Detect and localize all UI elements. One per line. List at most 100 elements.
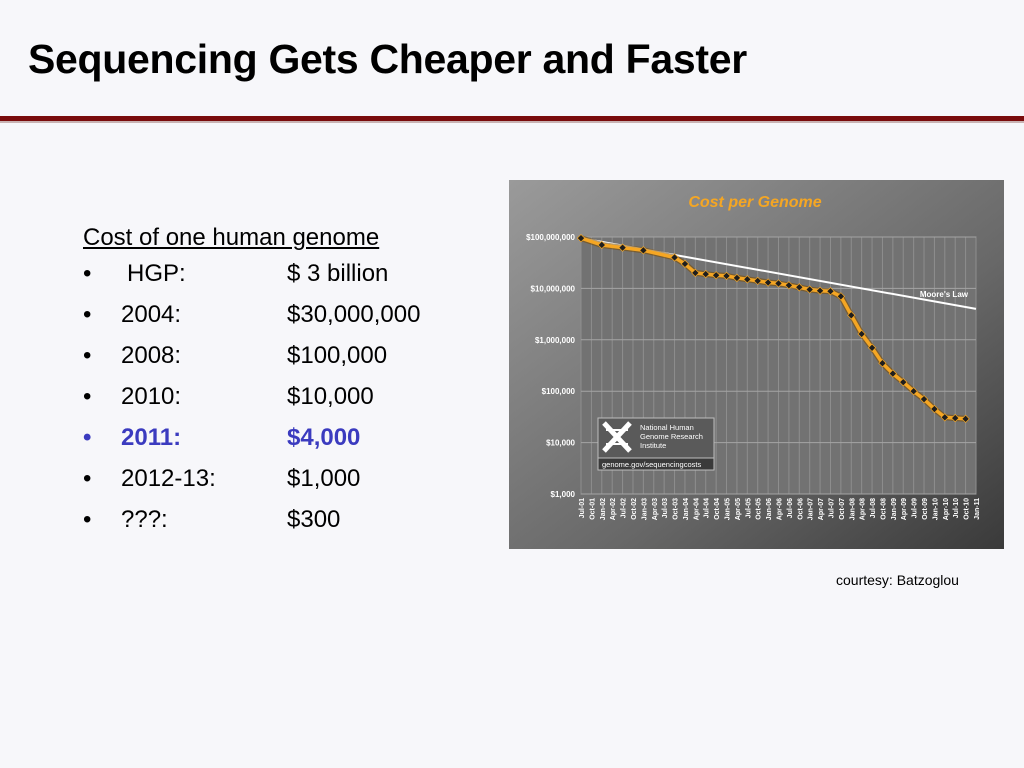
row-cost: $30,000,000 [287, 301, 421, 328]
image-credit: courtesy: Batzoglou [836, 572, 959, 588]
x-tick-label: Apr-10 [943, 498, 950, 520]
row-label: 2010: [121, 383, 182, 410]
nhgri-dna-icon [602, 421, 632, 453]
x-tick-label: Oct-08 [880, 498, 887, 520]
row-label: 2011: [121, 424, 182, 451]
x-tick-label: Jan-05 [725, 498, 732, 520]
x-tick-label: Jan-09 [891, 498, 898, 520]
cost-row: •???: $300 [83, 504, 379, 545]
x-tick-label: Apr-06 [777, 498, 784, 520]
bullet-glyph: • [83, 465, 92, 492]
x-tick-label: Jul-05 [745, 498, 752, 518]
row-label: 2012-13: [121, 465, 216, 492]
moores-law-label: Moore's Law [920, 290, 969, 299]
x-tick-label: Jul-06 [787, 498, 794, 518]
row-label: HGP: [127, 260, 186, 287]
x-tick-label: Jul-10 [953, 498, 960, 518]
data-point [899, 377, 908, 387]
data-point [847, 311, 856, 320]
data-point [722, 271, 731, 281]
data-point [711, 271, 721, 280]
data-point [836, 292, 846, 301]
x-tick-label: Jan-11 [974, 498, 981, 520]
row-label: ???: [121, 506, 168, 533]
data-point [878, 359, 887, 368]
data-point [774, 279, 783, 288]
x-tick-label: Oct-04 [714, 498, 721, 520]
x-tick-label: Oct-09 [922, 498, 929, 520]
x-tick-label: Apr-07 [818, 498, 825, 520]
x-tick-label: Jan-04 [683, 498, 690, 520]
cost-row: • 2011: $4,000 [83, 422, 379, 463]
nhgri-logo-text: Genome Research [640, 432, 703, 441]
x-tick-label: Apr-02 [610, 498, 617, 520]
x-tick-label: Jul-09 [912, 498, 919, 518]
data-point [888, 369, 898, 378]
x-tick-label: Apr-03 [652, 498, 659, 520]
chart-title: Cost per Genome [688, 194, 821, 211]
dna-helix-strands [602, 421, 632, 453]
cost-row: • 2004: $30,000,000 [83, 299, 420, 340]
data-point [576, 233, 586, 243]
x-tick-label: Jan-07 [808, 498, 815, 520]
title-divider [0, 116, 1024, 121]
data-point [857, 329, 866, 339]
nhgri-url-bar [597, 457, 715, 471]
cost-per-genome-chart: $100,000,000 $10,000,000 $1,000,000 $100,00… [509, 180, 1004, 549]
nhgri-logo-text: National Human [640, 423, 694, 432]
x-tick-label: Jul-01 [579, 498, 586, 518]
row-cost: $10,000 [287, 383, 374, 410]
title-divider-shadow [0, 121, 1024, 123]
data-point [815, 286, 825, 295]
x-tick-label: Apr-04 [693, 498, 700, 520]
x-tick-label: Jul-08 [870, 498, 877, 518]
nhgri-logo-text: Institute [640, 441, 666, 450]
data-point [618, 243, 627, 252]
x-tick-label: Apr-08 [860, 498, 867, 520]
row-cost: $4,000 [287, 424, 361, 451]
row-cost: $300 [287, 506, 341, 533]
row-label: 2008: [121, 342, 182, 369]
row-label: 2004: [121, 301, 182, 328]
dna-helix-rungs [606, 429, 628, 445]
data-point [940, 413, 949, 422]
cost-row: • HGP: $ 3 billion [83, 258, 388, 299]
slide-title: Sequencing Gets Cheaper and Faster [28, 36, 747, 82]
x-tick-label: Jan-02 [600, 498, 607, 520]
bullet-glyph: • [83, 424, 92, 451]
x-tick-label: Jul-04 [704, 498, 711, 518]
x-tick-label: Apr-05 [735, 498, 742, 520]
bullet-glyph: • [83, 342, 92, 369]
data-point [680, 259, 690, 269]
x-tick-label: Jan-06 [766, 498, 773, 520]
data-point [753, 276, 762, 286]
x-tick-label: Oct-06 [797, 498, 804, 520]
y-tick-label: $10,000,000 [531, 284, 576, 293]
x-tick-label: Oct-02 [631, 498, 638, 520]
data-point [701, 269, 710, 279]
x-tick-label: Oct-10 [964, 498, 971, 520]
cost-row: • 2010: $10,000 [83, 381, 379, 422]
chart-svg: $100,000,000 $10,000,000 $1,000,000 $100,00… [509, 180, 1004, 549]
x-tick-label: Jul-03 [662, 498, 669, 518]
x-tick-label: Oct-05 [756, 498, 763, 520]
x-tick-label: Jan-03 [641, 498, 648, 520]
genome-cost-list: Cost of one human genome • HGP: $ 3 billio… [83, 222, 420, 545]
data-point [732, 273, 742, 283]
list-heading: Cost of one human genome [83, 224, 380, 251]
data-point [805, 285, 814, 294]
data-point [961, 414, 970, 424]
x-tick-label: Oct-03 [673, 498, 680, 520]
data-point [784, 281, 794, 290]
data-point [951, 413, 960, 423]
data-point [826, 287, 835, 296]
data-point [691, 268, 700, 278]
bullet-glyph: • [83, 383, 92, 410]
y-tick-label: $1,000,000 [535, 336, 576, 345]
data-point [919, 394, 929, 404]
x-tick-label: Apr-09 [901, 498, 908, 520]
data-point [795, 283, 804, 292]
bullet-glyph: • [83, 260, 92, 287]
row-cost: $ 3 billion [287, 260, 389, 287]
x-tick-label: Jul-07 [828, 498, 835, 518]
